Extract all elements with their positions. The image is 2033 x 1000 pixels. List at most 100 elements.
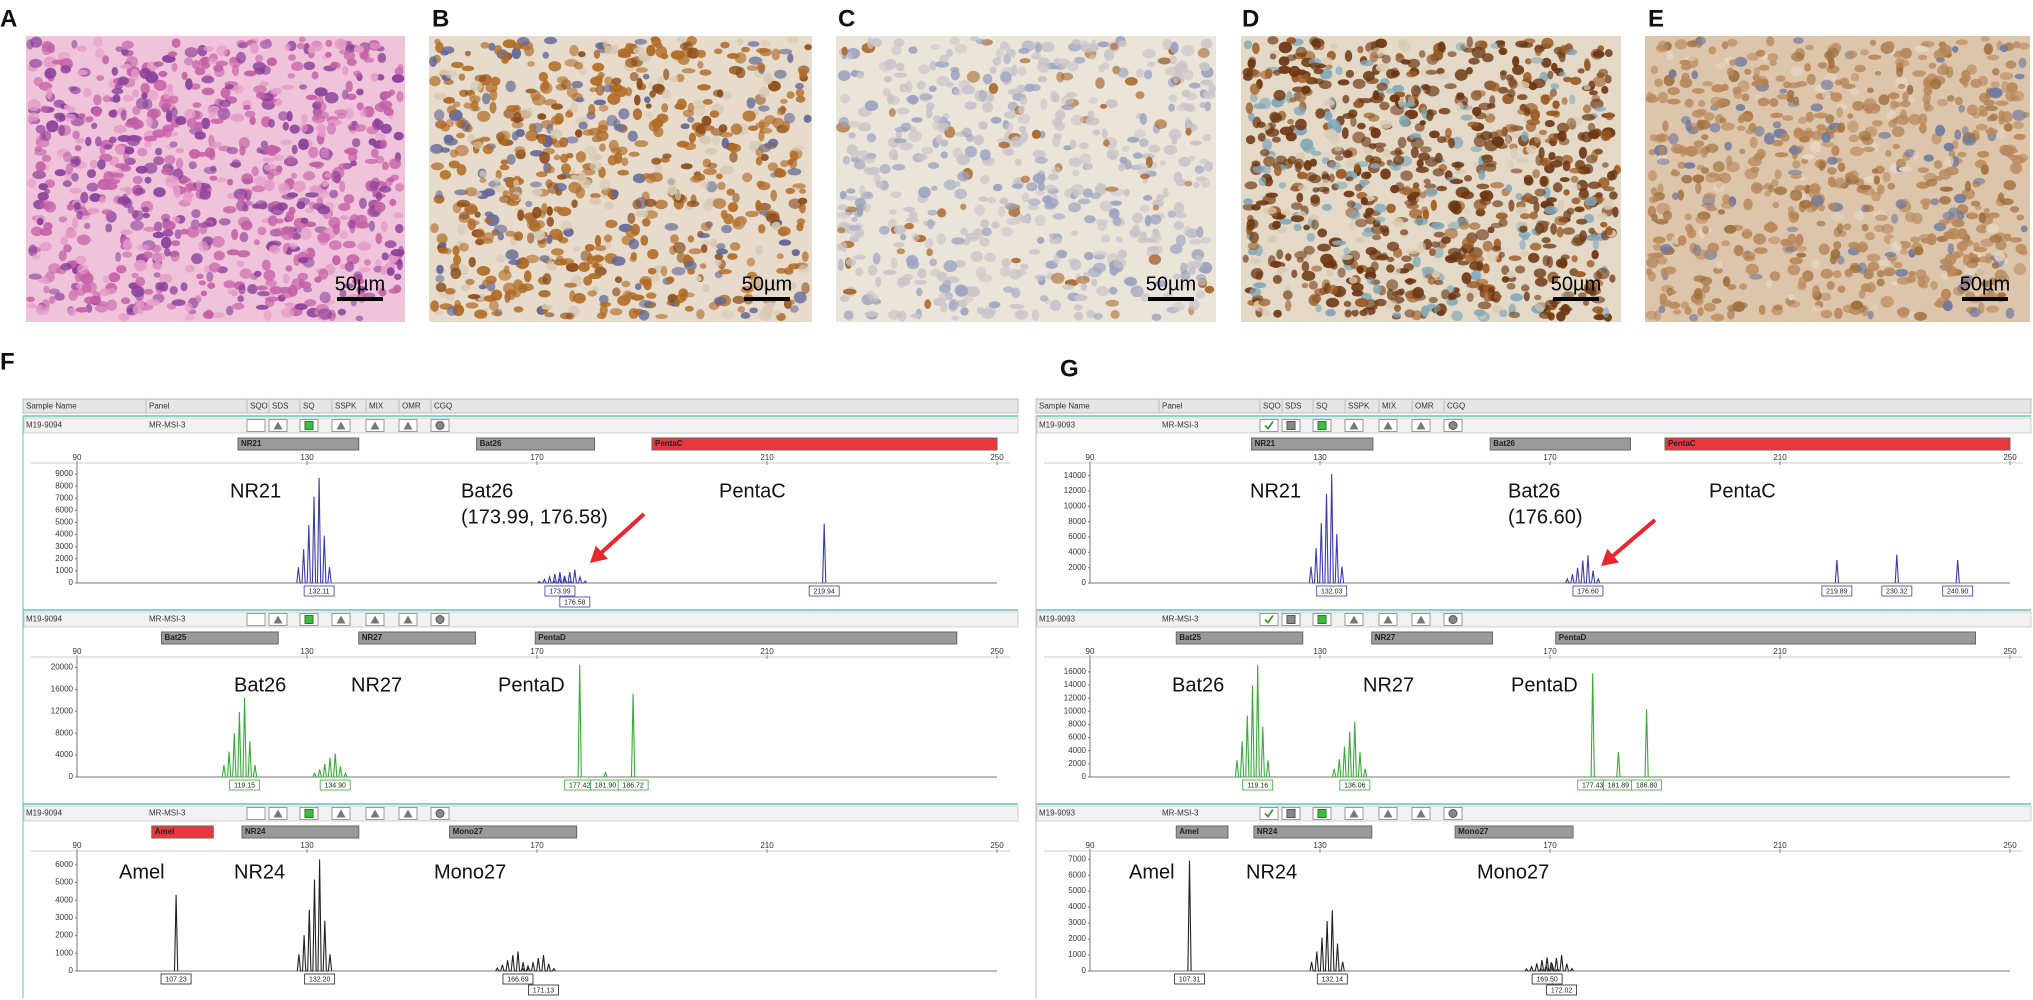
cell-nucleus	[256, 91, 265, 99]
arrow	[600, 512, 646, 554]
cell-nucleus	[1882, 172, 1891, 183]
marker-annotation: NR21	[230, 480, 281, 502]
cell-nucleus	[1547, 271, 1559, 284]
cell-nucleus	[1011, 257, 1021, 264]
sample-name: M19-9093	[1039, 809, 1076, 818]
cell-nucleus	[508, 259, 522, 265]
cell-nucleus	[1050, 299, 1061, 312]
cell-nucleus	[1200, 79, 1213, 86]
cell-nucleus	[1818, 243, 1830, 255]
cell-nucleus	[1444, 83, 1457, 90]
cell-nucleus	[980, 175, 990, 185]
cell-nucleus	[893, 225, 907, 235]
marker-name: Bat26	[1493, 439, 1515, 448]
cell-nucleus	[1667, 289, 1677, 296]
cell-nucleus	[1745, 128, 1755, 135]
cell-nucleus	[1263, 156, 1276, 167]
cell-nucleus	[1925, 178, 1938, 187]
cell-nucleus	[632, 199, 642, 210]
cell-nucleus	[359, 52, 371, 61]
cell-nucleus	[33, 77, 44, 87]
cell-nucleus	[1089, 54, 1097, 60]
peak	[1309, 910, 1345, 972]
cell-nucleus	[1744, 168, 1759, 180]
cell-nucleus	[742, 172, 753, 183]
cell-nucleus	[169, 95, 179, 104]
cell-nucleus	[1352, 78, 1366, 89]
cell-nucleus	[1296, 192, 1304, 203]
cell-nucleus	[1335, 155, 1344, 161]
cell-nucleus	[1647, 271, 1656, 282]
cell-nucleus	[1184, 180, 1193, 187]
cell-nucleus	[1314, 288, 1327, 296]
cell-nucleus	[121, 48, 129, 56]
cell-nucleus	[1110, 209, 1118, 216]
peak	[1565, 555, 1601, 584]
cell-nucleus	[1523, 72, 1532, 83]
marker-name: NR24	[245, 827, 266, 836]
cell-nucleus	[289, 124, 300, 134]
cell-nucleus	[1834, 177, 1846, 189]
cell-nucleus	[464, 187, 478, 197]
cell-nucleus	[2010, 95, 2020, 101]
cell-nucleus	[716, 248, 728, 255]
cell-nucleus	[599, 304, 608, 316]
y-tick-label: 5000	[55, 518, 73, 527]
cell-nucleus	[493, 176, 501, 184]
cell-nucleus	[695, 276, 702, 282]
cell-nucleus	[848, 132, 856, 139]
cell-nucleus	[1346, 200, 1356, 208]
cell-nucleus	[850, 233, 859, 242]
cell-nucleus	[1562, 283, 1577, 291]
cell-nucleus	[1372, 234, 1382, 241]
cell-nucleus	[1736, 125, 1746, 131]
cell-nucleus	[1248, 56, 1257, 66]
cell-nucleus	[463, 102, 473, 109]
cell-nucleus	[1357, 122, 1366, 130]
cell-nucleus	[169, 141, 178, 148]
cell-nucleus	[1370, 127, 1381, 139]
cell-nucleus	[795, 95, 806, 103]
cell-nucleus	[1763, 222, 1778, 233]
cell-nucleus	[1834, 307, 1843, 319]
cell-nucleus	[1977, 151, 1990, 158]
cell-nucleus	[1088, 266, 1102, 278]
cell-nucleus	[1826, 47, 1839, 58]
cell-nucleus	[1799, 136, 1810, 143]
cell-nucleus	[356, 285, 366, 294]
cell-nucleus	[184, 302, 193, 313]
cell-nucleus	[1858, 130, 1871, 142]
cell-nucleus	[787, 53, 794, 64]
marker-annotation: PentaC	[719, 480, 786, 502]
cell-nucleus	[588, 272, 602, 280]
cell-nucleus	[720, 41, 730, 49]
cell-nucleus	[35, 161, 46, 172]
cell-nucleus	[1865, 232, 1875, 241]
cell-nucleus	[332, 62, 341, 69]
cell-nucleus	[1946, 95, 1955, 102]
cell-nucleus	[271, 87, 282, 95]
cell-nucleus	[645, 103, 652, 109]
cell-nucleus	[498, 130, 511, 142]
cell-nucleus	[1285, 253, 1292, 261]
cell-nucleus	[161, 167, 174, 175]
cell-nucleus	[239, 145, 246, 156]
cell-nucleus	[557, 207, 572, 217]
cell-nucleus	[1515, 40, 1529, 48]
cell-nucleus	[644, 96, 651, 104]
cell-nucleus	[1874, 70, 1882, 76]
y-tick-label: 8000	[55, 481, 73, 490]
cell-nucleus	[473, 141, 484, 149]
cell-nucleus	[1398, 288, 1405, 296]
cell-nucleus	[1601, 85, 1609, 94]
cell-nucleus	[1276, 249, 1284, 260]
cell-nucleus	[1312, 38, 1321, 51]
status-icon	[1448, 809, 1458, 818]
cell-nucleus	[1684, 213, 1692, 221]
cell-nucleus	[506, 154, 516, 165]
cell-nucleus	[1888, 119, 1898, 128]
cell-nucleus	[182, 192, 193, 204]
cell-nucleus	[328, 216, 341, 229]
cell-nucleus	[1765, 280, 1773, 288]
cell-nucleus	[583, 275, 593, 286]
